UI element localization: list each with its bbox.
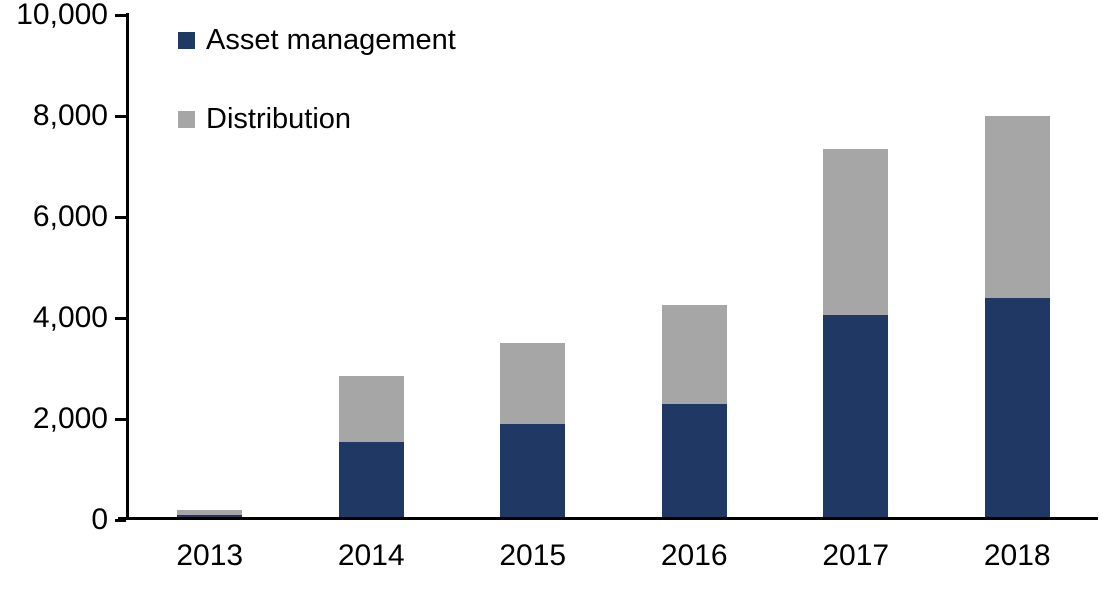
- bar-slot-2018: [937, 15, 1099, 520]
- bar-segment-2015-distribution: [500, 343, 566, 425]
- bar-segment-2015-asset-management: [500, 424, 566, 520]
- x-tick-label-2017: 2017: [822, 539, 890, 572]
- y-tick-label: 2,000: [32, 402, 108, 435]
- y-tick-mark: [115, 114, 126, 118]
- bar-segment-2017-distribution: [823, 148, 889, 316]
- bar-segment-2016-asset-management: [661, 403, 727, 520]
- legend-label: Asset management: [206, 24, 456, 56]
- bar-slot-2017: [775, 15, 937, 520]
- legend-item-asset-management: Asset management: [178, 26, 456, 55]
- legend-swatch-icon: [178, 32, 195, 49]
- y-tick-label: 4,000: [32, 301, 108, 334]
- x-tick-label-2014: 2014: [337, 539, 405, 572]
- bar-slot-2016: [614, 15, 776, 520]
- stacked-bar-2015: [500, 343, 566, 520]
- plot-area: [129, 15, 1098, 520]
- y-tick-label: 10,000: [16, 0, 108, 31]
- stacked-bar-2016: [661, 305, 727, 520]
- y-tick-label: 6,000: [32, 200, 108, 233]
- stacked-bar-2018: [984, 116, 1050, 520]
- bar-segment-2017-asset-management: [823, 315, 889, 520]
- legend-swatch-icon: [178, 111, 195, 128]
- bar-segment-2013-distribution: [177, 510, 243, 515]
- y-tick-mark: [115, 417, 126, 421]
- y-tick-label: 0: [91, 503, 108, 536]
- y-tick-mark: [115, 215, 126, 219]
- x-axis-line: [118, 517, 1098, 520]
- bar-segment-2018-distribution: [984, 116, 1050, 298]
- legend-label: Distribution: [206, 103, 352, 135]
- legend: Asset management Distribution: [178, 26, 456, 134]
- y-tick-mark: [115, 316, 126, 320]
- x-tick-label-2018: 2018: [983, 539, 1051, 572]
- y-tick-label: 8,000: [32, 99, 108, 132]
- legend-item-distribution: Distribution: [178, 105, 456, 134]
- y-tick-mark: [115, 518, 126, 522]
- bar-slot-2015: [452, 15, 614, 520]
- bar-segment-2014-distribution: [338, 376, 404, 442]
- y-axis-line: [126, 13, 129, 520]
- x-axis-tick-labels: 2013 2014 2015 2016 2017 2018: [129, 541, 1098, 571]
- x-tick-label-2016: 2016: [660, 539, 728, 572]
- bar-segment-2018-asset-management: [984, 297, 1050, 520]
- x-tick-label-2015: 2015: [499, 539, 567, 572]
- stacked-bar-2014: [338, 376, 404, 520]
- bar-segment-2014-asset-management: [338, 441, 404, 520]
- y-tick-mark: [115, 13, 126, 17]
- bar-segment-2016-distribution: [661, 305, 727, 404]
- bar-slot-2014: [291, 15, 453, 520]
- stacked-bar-2017: [823, 148, 889, 520]
- y-axis-tick-labels: 0 2,000 4,000 6,000 8,000 10,000: [0, 0, 108, 535]
- x-tick-label-2013: 2013: [176, 539, 244, 572]
